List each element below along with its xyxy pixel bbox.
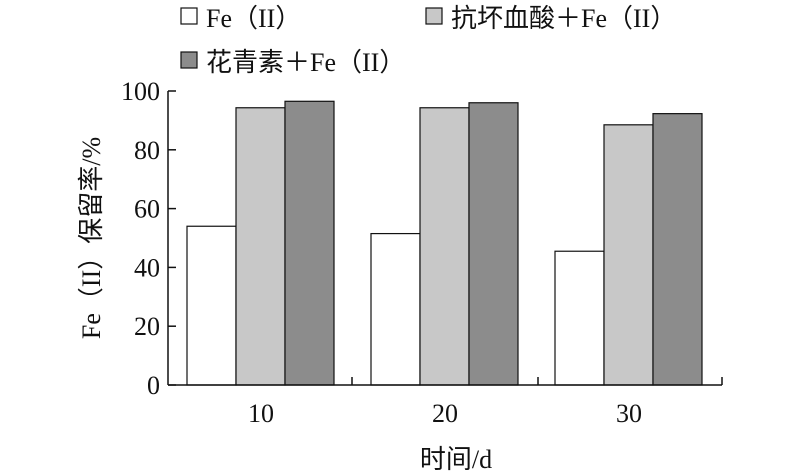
x-axis-title: 时间/d [420, 445, 492, 474]
legend-item-anthocyanin-fe2: 花青素＋Fe（II） [180, 48, 405, 77]
y-tick-label-80: 80 [134, 136, 160, 165]
bar-ascorbic-fe2-20 [419, 107, 470, 386]
bar-fe2-20 [370, 232, 421, 386]
bar-anthocyanin-fe2-20 [468, 102, 519, 386]
y-tick-label-60: 60 [134, 195, 160, 224]
bar-ascorbic-fe2-10 [235, 107, 286, 386]
x-tick-label-10: 10 [248, 399, 274, 428]
bar-anthocyanin-fe2-10 [284, 100, 335, 386]
legend-label-ascorbic-fe2: 抗坏血酸＋Fe（II） [451, 4, 676, 33]
bars-group [186, 100, 703, 386]
axes-group: 0 20 40 60 80 100 10 20 30 [121, 77, 723, 428]
legend-swatch-ascorbic-fe2 [425, 7, 443, 25]
y-tick-label-40: 40 [134, 253, 160, 282]
bar-anthocyanin-fe2-30 [652, 113, 703, 386]
legend-swatch-fe2 [180, 7, 198, 25]
y-tick-label-20: 20 [134, 312, 160, 341]
legend-label-anthocyanin-fe2: 花青素＋Fe（II） [206, 48, 405, 77]
x-tick-label-20: 20 [432, 399, 458, 428]
legend: Fe（II） 抗坏血酸＋Fe（II） 花青素＋Fe（II） [180, 4, 676, 77]
legend-label-fe2: Fe（II） [206, 4, 301, 33]
bar-ascorbic-fe2-30 [603, 124, 654, 386]
y-tick-label-100: 100 [121, 77, 160, 106]
x-tick-label-30: 30 [616, 399, 642, 428]
y-tick-label-0: 0 [147, 371, 160, 400]
legend-item-ascorbic-fe2: 抗坏血酸＋Fe（II） [425, 4, 676, 33]
y-axis-title: Fe（II）保留率/% [77, 137, 106, 339]
bar-fe2-30 [554, 250, 605, 386]
legend-swatch-anthocyanin-fe2 [180, 51, 198, 69]
legend-item-fe2: Fe（II） [180, 4, 301, 33]
bar-fe2-10 [186, 225, 237, 386]
